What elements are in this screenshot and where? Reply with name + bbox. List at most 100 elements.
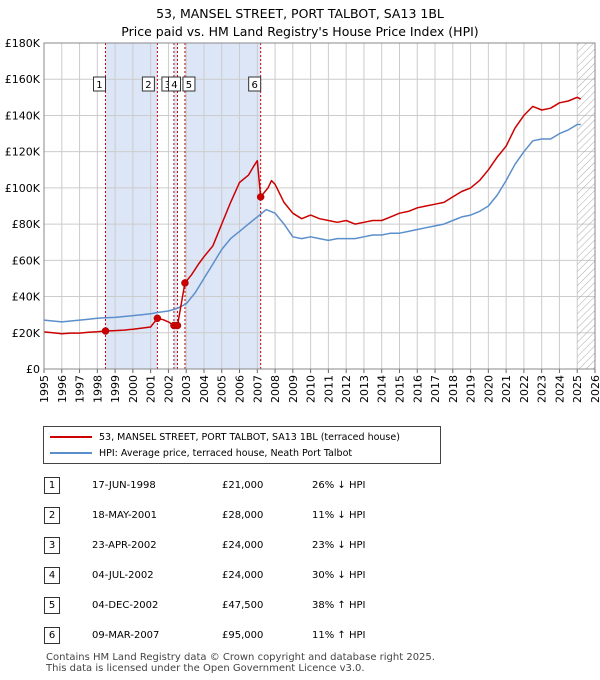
sale-label-number: 2 <box>145 80 151 91</box>
x-tick-label: 1995 <box>38 375 51 403</box>
x-tick-label: 2016 <box>411 375 424 403</box>
x-tick-label: 2021 <box>500 375 513 403</box>
x-tick-label: 2026 <box>589 375 600 403</box>
sale-label-number: 4 <box>171 80 177 91</box>
x-tick-label: 2005 <box>216 375 229 403</box>
table-row: 2 18-MAY-2001 £28,000 11% ↓ HPI <box>0 506 600 526</box>
sale-point-marker <box>173 321 182 330</box>
sale-label-number: 6 <box>251 80 257 91</box>
sale-date: 04-JUL-2002 <box>92 570 154 581</box>
sale-number-label: 6 <box>248 76 262 92</box>
sale-number-label: 2 <box>141 76 155 92</box>
sale-point-marker <box>153 314 162 323</box>
legend-swatch-hpi <box>50 452 92 454</box>
sale-number-badge: 4 <box>44 567 60 584</box>
x-tick-label: 2011 <box>322 375 335 403</box>
sale-hpi-diff: 23% ↓ HPI <box>312 540 366 551</box>
x-tick-label: 2025 <box>571 375 584 403</box>
sale-label-box <box>248 76 262 92</box>
y-tick-label: £160K <box>5 73 41 86</box>
sale-price: £47,500 <box>222 600 264 611</box>
x-tick-label: 1997 <box>74 375 87 403</box>
x-tick-label: 2017 <box>429 375 442 403</box>
footer-attribution: Contains HM Land Registry data © Crown c… <box>46 652 435 674</box>
legend: 53, MANSEL STREET, PORT TALBOT, SA13 1BL… <box>43 426 441 464</box>
y-tick-label: £100K <box>5 182 41 195</box>
sale-date: 23-APR-2002 <box>92 540 157 551</box>
x-tick-label: 2009 <box>287 375 300 403</box>
legend-item-hpi: HPI: Average price, terraced house, Neat… <box>50 446 352 460</box>
hpi-line <box>43 123 581 323</box>
chart-title: 53, MANSEL STREET, PORT TALBOT, SA13 1BL <box>156 6 444 21</box>
sale-point-marker <box>181 279 189 287</box>
x-tick-label: 2015 <box>393 375 406 403</box>
sale-number-badge: 2 <box>44 507 60 524</box>
sale-date: 04-DEC-2002 <box>92 600 159 611</box>
sale-hpi-diff: 38% ↑ HPI <box>312 600 366 611</box>
x-tick-label: 2013 <box>358 375 371 403</box>
sale-price: £24,000 <box>222 540 264 551</box>
x-tick-label: 2010 <box>305 375 318 403</box>
y-tick-label: £40K <box>12 291 41 304</box>
x-tick-label: 2019 <box>465 375 478 403</box>
x-tick-label: 2020 <box>482 375 495 403</box>
sale-label-number: 3 <box>165 80 171 91</box>
x-tick-label: 2001 <box>145 375 158 403</box>
future-hatch-area <box>577 43 595 369</box>
y-tick-label: £140K <box>5 109 41 122</box>
x-tick-label: 2002 <box>162 375 175 403</box>
chart-subtitle: Price paid vs. HM Land Registry's House … <box>121 24 479 39</box>
legend-label-property: 53, MANSEL STREET, PORT TALBOT, SA13 1BL… <box>99 431 400 443</box>
y-tick-label: £180K <box>5 37 41 50</box>
table-row: 3 23-APR-2002 £24,000 23% ↓ HPI <box>0 536 600 556</box>
sale-label-number: 5 <box>186 80 192 91</box>
legend-label-hpi: HPI: Average price, terraced house, Neat… <box>99 447 353 459</box>
x-tick-label: 2003 <box>180 375 193 403</box>
sale-label-box <box>141 76 155 92</box>
table-row: 1 17-JUN-1998 £21,000 26% ↓ HPI <box>0 476 600 496</box>
sale-number-label: 1 <box>92 76 106 92</box>
sale-label-box <box>167 76 181 92</box>
legend-swatch-property <box>50 436 92 438</box>
property-price-line <box>43 96 582 335</box>
x-tick-label: 2007 <box>251 375 264 403</box>
sale-number-label: 5 <box>182 76 196 92</box>
shaded-band <box>173 43 178 369</box>
x-tick-label: 2022 <box>518 375 531 403</box>
x-tick-label: 1998 <box>91 375 104 403</box>
sale-number-badge: 1 <box>44 477 60 494</box>
sale-number-badge: 3 <box>44 537 60 554</box>
sale-price: £24,000 <box>222 570 264 581</box>
x-tick-label: 2004 <box>198 375 211 403</box>
sale-label-number: 1 <box>96 80 102 91</box>
sale-hpi-diff: 26% ↓ HPI <box>312 480 366 491</box>
x-tick-label: 2006 <box>234 375 247 403</box>
sale-hpi-diff: 11% ↓ HPI <box>312 510 366 521</box>
y-tick-label: £0 <box>26 363 40 376</box>
footer-line-licence: This data is licensed under the Open Gov… <box>46 663 365 674</box>
sale-point-marker <box>256 193 265 201</box>
sale-label-box <box>182 76 196 92</box>
sale-hpi-diff: 30% ↓ HPI <box>312 570 366 581</box>
sale-number-badge: 5 <box>44 597 60 614</box>
footer-line-copyright: Contains HM Land Registry data © Crown c… <box>46 652 435 663</box>
y-tick-label: £60K <box>12 254 41 267</box>
sale-date: 17-JUN-1998 <box>92 480 156 491</box>
x-tick-label: 2023 <box>536 375 549 403</box>
y-tick-label: £20K <box>12 327 41 340</box>
y-tick-label: £80K <box>12 218 41 231</box>
sale-hpi-diff: 11% ↑ HPI <box>312 630 366 641</box>
sale-label-box <box>92 76 106 92</box>
plot-frame <box>43 42 596 370</box>
sale-price: £21,000 <box>222 480 264 491</box>
sale-date: 09-MAR-2007 <box>92 630 160 641</box>
x-tick-label: 2008 <box>269 375 282 403</box>
table-row: 5 04-DEC-2002 £47,500 38% ↑ HPI <box>0 596 600 616</box>
sale-date: 18-MAY-2001 <box>92 510 158 521</box>
sale-point-marker <box>101 327 110 335</box>
x-tick-label: 2012 <box>340 375 353 403</box>
sale-number-label: 4 <box>167 76 181 92</box>
y-tick-label: £120K <box>5 146 41 159</box>
sale-price: £28,000 <box>222 510 264 521</box>
shaded-band <box>184 43 261 369</box>
